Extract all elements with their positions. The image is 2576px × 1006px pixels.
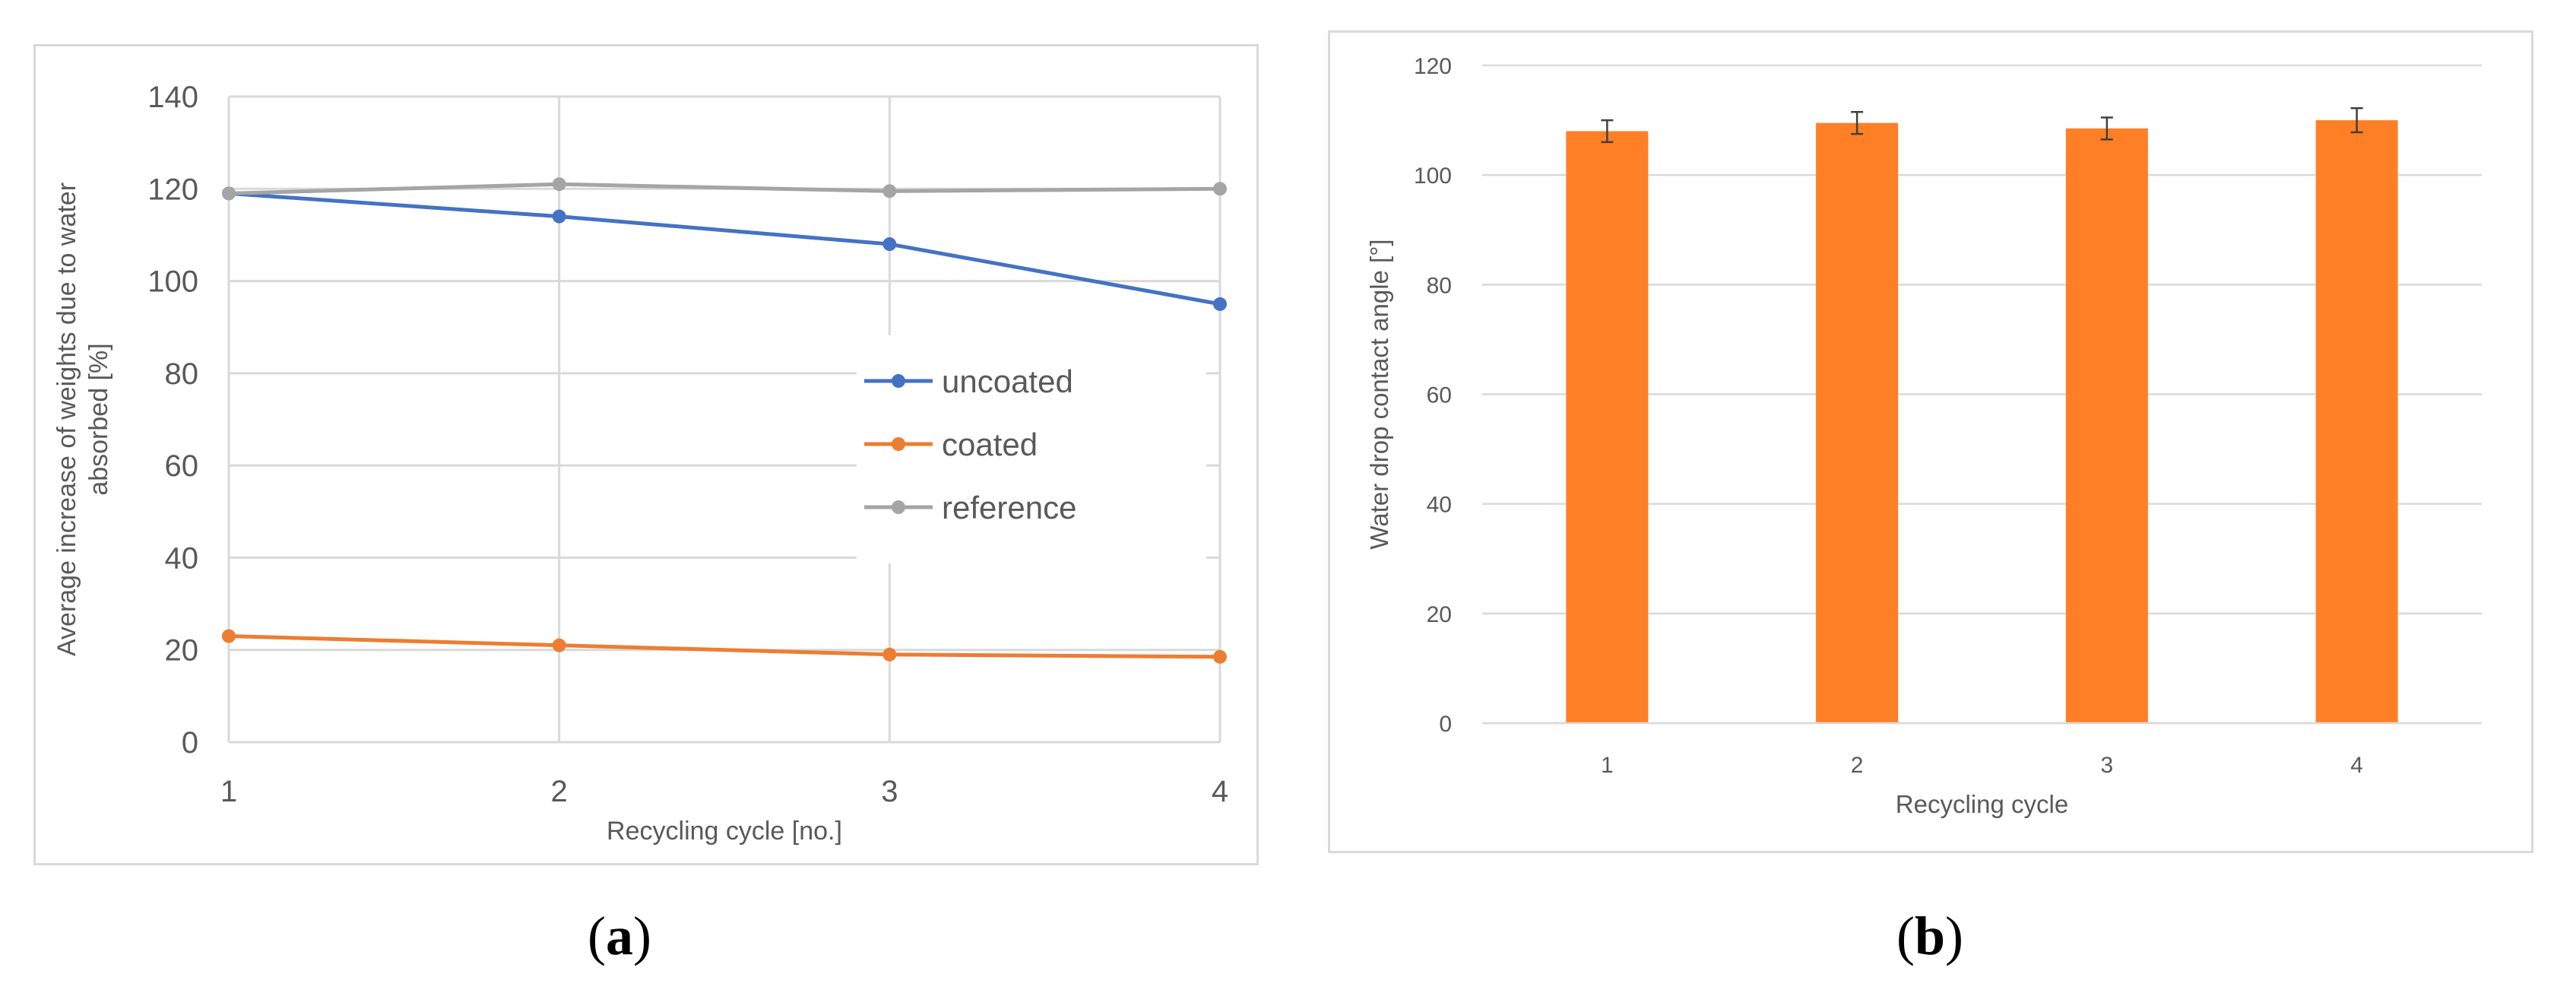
caption-a-open: ( bbox=[588, 906, 606, 966]
legend-label-coated: coated bbox=[942, 427, 1038, 462]
y-tick-label: 100 bbox=[1414, 163, 1452, 189]
caption-b-open: ( bbox=[1896, 906, 1915, 966]
legend-marker-uncoated bbox=[892, 374, 905, 388]
bar bbox=[1566, 131, 1649, 723]
x-tick-label: 4 bbox=[1212, 775, 1228, 808]
x-tick-label: 1 bbox=[220, 775, 237, 808]
line-chart-a: 0 20 40 60 80 100 120 140 1 2 3 4 Recycling cycle [n… bbox=[52, 81, 1228, 846]
y-tick-label: 80 bbox=[165, 357, 199, 391]
y-tick-label: 60 bbox=[165, 449, 199, 483]
data-point-coated bbox=[882, 647, 897, 662]
y-axis-title-line2: absorbed [%] bbox=[84, 343, 113, 495]
x-tick-label: 2 bbox=[1851, 753, 1864, 778]
y-axis-title-line1: Average increase of weights due to water bbox=[52, 182, 81, 656]
y-tick-label: 40 bbox=[165, 541, 199, 575]
bar bbox=[2315, 120, 2398, 723]
y-tick-label: 120 bbox=[147, 173, 198, 206]
x-axis-title: Recycling cycle [no.] bbox=[607, 817, 842, 846]
caption-a: (a) bbox=[543, 905, 695, 968]
caption-b-close: ) bbox=[1945, 906, 1963, 966]
y-tick-label: 20 bbox=[165, 634, 199, 668]
y-tick-label: 80 bbox=[1427, 273, 1452, 298]
bar-chart-b: 0 20 40 60 80 100 120 1 2 3 4 Recycling cycle Water … bbox=[1365, 54, 2482, 818]
legend-label-reference: reference bbox=[942, 490, 1076, 525]
series-line-uncoated bbox=[228, 191, 1221, 306]
caption-b: (b) bbox=[1854, 905, 2006, 968]
x-tick-label: 4 bbox=[2350, 753, 2363, 778]
data-point-uncoated bbox=[882, 237, 897, 252]
x-tick-label: 1 bbox=[1601, 753, 1614, 778]
bar bbox=[1816, 122, 1899, 723]
data-point-coated bbox=[552, 638, 566, 652]
x-tick-label: 3 bbox=[881, 775, 898, 808]
data-point-reference bbox=[1213, 182, 1227, 196]
data-point-reference bbox=[552, 177, 566, 192]
y-tick-label: 100 bbox=[147, 265, 198, 299]
x-axis-title: Recycling cycle bbox=[1896, 790, 2068, 818]
y-tick-label: 120 bbox=[1414, 54, 1452, 79]
legend-box bbox=[857, 335, 1206, 563]
caption-b-letter: b bbox=[1914, 906, 1946, 966]
series-line-reference bbox=[228, 182, 1221, 195]
legend-marker-coated bbox=[892, 437, 905, 451]
legend-label-uncoated: uncoated bbox=[942, 363, 1073, 399]
legend-marker-reference bbox=[892, 500, 905, 514]
data-point-uncoated bbox=[1213, 297, 1227, 311]
y-tick-label: 0 bbox=[1439, 712, 1452, 737]
caption-a-close: ) bbox=[633, 906, 651, 966]
y-tick-label: 60 bbox=[1427, 383, 1452, 408]
y-tick-label: 40 bbox=[1427, 493, 1452, 518]
data-point-reference bbox=[222, 186, 236, 201]
data-point-coated bbox=[1213, 649, 1227, 664]
caption-a-letter: a bbox=[606, 906, 633, 966]
bar bbox=[2065, 128, 2148, 723]
y-tick-label: 20 bbox=[1427, 602, 1452, 627]
data-point-uncoated bbox=[552, 209, 566, 224]
y-axis-title: Water drop contact angle [°] bbox=[1365, 239, 1393, 549]
y-axis-title: Average increase of weights due to water… bbox=[52, 182, 113, 656]
y-tick-label: 140 bbox=[147, 81, 198, 114]
chart-b-panel: 0 20 40 60 80 100 120 1 2 3 4 Recycling cycle Water … bbox=[1328, 30, 2533, 853]
data-point-coated bbox=[222, 629, 236, 643]
x-tick-label: 3 bbox=[2101, 753, 2114, 778]
series-line-coated bbox=[228, 634, 1221, 659]
x-tick-label: 2 bbox=[551, 775, 568, 808]
y-tick-label: 0 bbox=[182, 726, 198, 760]
chart-a-panel: 0 20 40 60 80 100 120 140 1 2 3 4 Recycling cycle [n… bbox=[33, 44, 1259, 865]
data-point-reference bbox=[882, 184, 897, 198]
